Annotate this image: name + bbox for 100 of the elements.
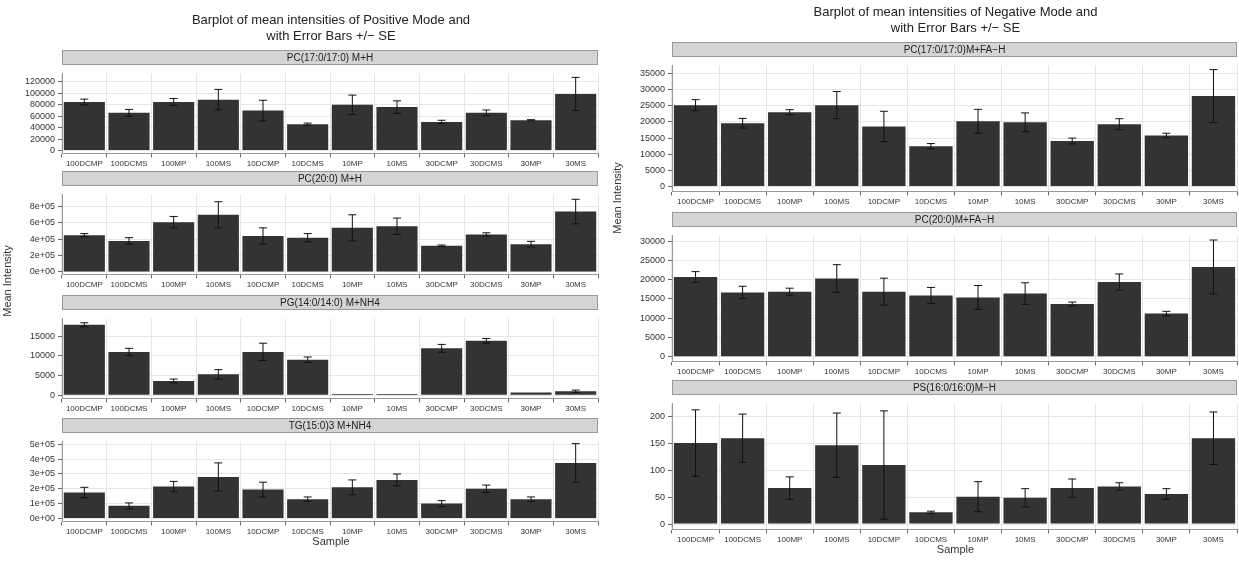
x-tick-label: 100DCMP (65, 404, 103, 414)
x-tick-label: 30MP (520, 527, 542, 537)
y-tick-label: 3e+05 (29, 468, 55, 479)
y-tick-label: 100 (649, 464, 665, 475)
y-tick-label: 10000 (639, 312, 665, 323)
y-tick-label: 25000 (639, 100, 665, 111)
y-tick-label: 120000 (24, 76, 55, 87)
x-tick-label: 100DCMP (677, 197, 714, 207)
x-tick-label: 100MS (824, 197, 850, 207)
y-tick-label: 0 (49, 145, 55, 156)
x-tick-label: 30DCMS (1103, 535, 1136, 545)
y-tick-label: 15000 (639, 132, 665, 143)
x-tick-label: 10MS (386, 527, 408, 537)
x-tick-label: 100MP (160, 404, 187, 414)
x-tick-label: 100DCMS (110, 159, 148, 169)
y-tick-label: 5000 (644, 164, 665, 175)
x-tick-label: 10MP (967, 367, 989, 377)
x-tick-label: 100MS (205, 404, 232, 414)
x-tick-label: 30DCMS (470, 280, 503, 290)
y-tick-label: 0 (659, 181, 665, 192)
x-tick-label: 30MS (565, 404, 587, 414)
x-tick-label: 10MP (341, 527, 363, 537)
y-tick-label: 5e+05 (29, 438, 55, 449)
x-tick-label: 10MP (967, 535, 989, 545)
x-tick-label: 100MP (777, 197, 803, 207)
x-tick-label: 100MS (205, 527, 232, 537)
x-tick-label: 100MS (824, 535, 850, 545)
y-tick-label: 25000 (639, 254, 665, 265)
x-tick-label: 10DCMP (867, 197, 901, 207)
x-tick-label: 100MP (777, 367, 803, 377)
x-tick-label: 30DCMS (470, 404, 503, 414)
chart-title: Barplot of mean intensities of Negative Mode and with Error Bars +/− SE (812, 4, 1099, 36)
x-tick-label: 100MP (160, 280, 187, 290)
x-tick-label: 10DCMS (914, 197, 948, 207)
x-tick-label: 100DCMS (110, 404, 148, 414)
x-tick-label: 30DCMP (1055, 535, 1089, 545)
y-tick-label: 30000 (639, 235, 665, 246)
x-tick-label: 30DCMP (425, 159, 458, 169)
x-tick-label: 100DCMS (724, 535, 762, 545)
x-tick-label: 100DCMS (724, 197, 762, 207)
x-tick-label: 10DCMS (291, 404, 324, 414)
y-tick-label: 35000 (639, 67, 665, 78)
x-tick-label: 100MS (824, 367, 850, 377)
x-tick-label: 10MS (1014, 197, 1036, 207)
x-tick-label: 100MS (205, 159, 232, 169)
x-tick-label: 100DCMP (677, 535, 714, 545)
y-tick-label: 5000 (644, 331, 665, 342)
x-axis-title: Sample (935, 543, 976, 555)
x-tick-label: 30MP (520, 280, 542, 290)
y-tick-label: 5000 (34, 370, 55, 381)
x-tick-label: 100MP (160, 527, 187, 537)
x-tick-label: 30DCMP (425, 527, 458, 537)
x-axis-title: Sample (311, 535, 351, 547)
y-tick-label: 10000 (639, 148, 665, 159)
chart-subtitle: PC(17:0/17:0)M+FA−H (672, 42, 1237, 57)
x-tick-label: 10DCMP (246, 527, 280, 537)
x-tick-label: 30MS (565, 527, 587, 537)
y-tick-label: 0 (659, 518, 665, 529)
x-tick-label: 30MS (1203, 367, 1224, 377)
x-tick-label: 30MS (565, 159, 587, 169)
chart-subtitle: PC(17:0/17:0) M+H (62, 50, 598, 65)
x-tick-label: 30MP (520, 404, 542, 414)
y-tick-label: 100000 (24, 87, 55, 98)
y-tick-label: 150 (649, 438, 665, 449)
y-tick-label: 15000 (639, 293, 665, 304)
chart-subtitle: PS(16:0/16:0)M−H (672, 380, 1237, 395)
x-tick-label: 30DCMS (470, 527, 503, 537)
x-tick-label: 30MP (520, 159, 542, 169)
x-tick-label: 10MP (967, 197, 989, 207)
x-tick-label: 30MP (1155, 197, 1177, 207)
chart-subtitle: PC(20:0)M+FA−H (672, 212, 1237, 227)
y-tick-label: 80000 (29, 99, 55, 110)
y-tick-label: 0e+00 (29, 266, 55, 277)
y-tick-label: 0 (659, 351, 665, 362)
x-tick-label: 10DCMP (867, 535, 901, 545)
x-tick-label: 100DCMS (110, 527, 148, 537)
y-tick-label: 20000 (639, 116, 665, 127)
chart-subtitle: TG(15:0)3 M+NH4 (62, 418, 598, 433)
x-tick-label: 30DCMS (1103, 197, 1136, 207)
y-tick-label: 0 (49, 389, 55, 400)
y-tick-label: 4e+05 (29, 453, 55, 464)
x-tick-label: 100DCMP (65, 159, 103, 169)
x-tick-label: 30DCMP (1055, 197, 1089, 207)
x-tick-label: 30DCMP (425, 404, 458, 414)
y-tick-label: 200 (649, 411, 665, 422)
y-tick-label: 40000 (29, 122, 55, 133)
y-tick-label: 50 (654, 491, 665, 502)
x-tick-label: 100MP (160, 159, 187, 169)
x-tick-label: 10DCMP (246, 159, 280, 169)
x-tick-label: 10DCMP (867, 367, 901, 377)
x-tick-label: 30DCMP (425, 280, 458, 290)
x-tick-label: 10DCMS (291, 280, 324, 290)
x-tick-label: 10MP (341, 280, 363, 290)
x-tick-label: 30DCMP (1055, 367, 1089, 377)
x-tick-label: 100MS (205, 280, 232, 290)
chart-subtitle: PG(14:0/14:0) M+NH4 (62, 295, 598, 310)
y-tick-label: 20000 (29, 133, 55, 144)
x-tick-label: 30DCMS (470, 159, 503, 169)
y-tick-label: 30000 (639, 84, 665, 95)
y-tick-label: 2e+05 (29, 250, 55, 261)
